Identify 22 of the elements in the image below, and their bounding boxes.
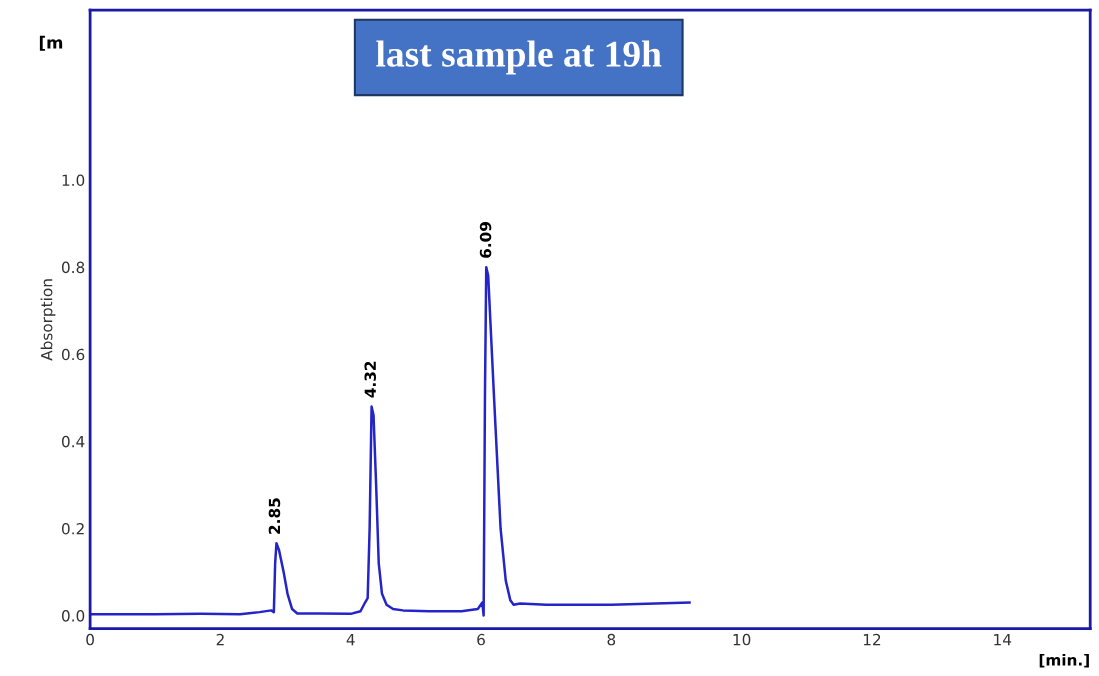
x-tick-label: 6 bbox=[477, 633, 485, 646]
y-tick-label: 0.0 bbox=[61, 610, 85, 622]
y-tick-label: 0.2 bbox=[61, 522, 84, 535]
y-tick-label: 0.4 bbox=[61, 435, 85, 448]
x-tick-label: 10 bbox=[733, 633, 751, 646]
x-tick-label: 4 bbox=[346, 634, 355, 646]
x-tick-label: 8 bbox=[607, 633, 616, 646]
x-axis-title: [min.] bbox=[1039, 653, 1089, 668]
x-tick-label: 2 bbox=[216, 633, 224, 646]
annotation: 6.09 bbox=[479, 222, 492, 258]
text: [m bbox=[39, 35, 63, 51]
y-tick-label: 1.0 bbox=[62, 174, 85, 187]
x-tick-label: 0 bbox=[86, 633, 94, 646]
x-tick-label: 12 bbox=[863, 633, 881, 646]
line-series bbox=[90, 265, 691, 617]
annotation: 4.32 bbox=[364, 361, 377, 398]
x-tick-label: 14 bbox=[994, 634, 1012, 646]
y-tick-label: 0.6 bbox=[61, 348, 85, 361]
y-tick-label: 0.8 bbox=[61, 261, 85, 274]
annotation: 2.85 bbox=[268, 498, 281, 534]
text: last sample at 19h bbox=[376, 40, 662, 75]
y-axis-title: Absorption bbox=[40, 279, 56, 361]
